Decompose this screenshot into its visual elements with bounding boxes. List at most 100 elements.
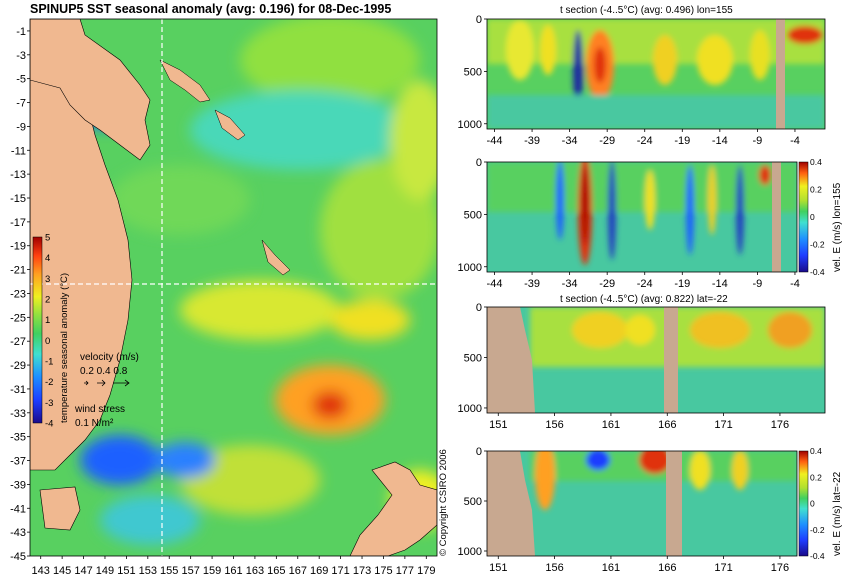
- map-x-tick-label: 169: [310, 565, 328, 577]
- panel-4-y-tick-label: 500: [464, 496, 482, 508]
- map-x-tick-label: 161: [224, 565, 242, 577]
- map-y-tick-label: -43: [10, 527, 26, 539]
- panel-2-x-tick-label: -39: [524, 278, 540, 290]
- panel-3-section: [487, 307, 825, 413]
- panel-2-colorbar-tick-label: 0: [810, 212, 815, 222]
- colorbar-main-tick-label: -3: [45, 398, 53, 409]
- panel-2-colorbar-tick-label: -0.4: [810, 267, 825, 277]
- colorbar-main-tick-label: 4: [45, 253, 50, 264]
- colorbar-panel-4: [798, 450, 809, 557]
- panel-3-title: t section (-4..5°C) (avg: 0.822) lat=-22: [560, 294, 728, 305]
- map-y-tick-label: -5: [16, 74, 26, 86]
- panel-2-colorbar-tick-label: -0.2: [810, 240, 825, 250]
- panel-1-x-tick-label: -4: [790, 135, 800, 147]
- map-y-tick-label: -17: [10, 217, 26, 229]
- map-y-tick-label: -7: [16, 98, 26, 110]
- main-title: SPINUP5 SST seasonal anomaly (avg: 0.196…: [30, 2, 392, 16]
- panel-2-colorbar-tick-label: 0.2: [810, 185, 822, 195]
- panel-4-x-tick-label: 161: [602, 562, 620, 574]
- map-x-tick-label: 151: [117, 565, 135, 577]
- colorbar-main-tick-label: 0: [45, 336, 50, 347]
- map-y-tick-label: -1: [16, 26, 26, 38]
- map-y-tick-label: -33: [10, 408, 26, 420]
- panel-3-x-tick-label: 171: [714, 419, 732, 431]
- panel-2-x-tick-label: -24: [637, 278, 653, 290]
- sst-anomaly-map: [30, 19, 437, 556]
- map-y-tick-label: -9: [16, 121, 26, 133]
- map-y-tick-label: -3: [16, 50, 26, 62]
- map-x-tick-label: 173: [353, 565, 371, 577]
- colorbar-panel-2: [798, 161, 809, 273]
- axis-ticks: 143 145 147 149 151 153 155 157 159 161 163 165 167 1…: [10, 14, 825, 577]
- panel-1-x-tick-label: -19: [674, 135, 690, 147]
- colorbar-main: [32, 236, 43, 424]
- map-x-tick-label: 171: [331, 565, 349, 577]
- colorbar-main-tick-label: 5: [45, 233, 50, 244]
- map-y-tick-label: -41: [10, 503, 26, 515]
- colorbar-main-tick-label: 1: [45, 315, 50, 326]
- map-x-tick-label: 163: [246, 565, 264, 577]
- panel-2-x-tick-label: -19: [674, 278, 690, 290]
- panel-1-x-tick-label: -34: [562, 135, 578, 147]
- panel-2-x-tick-label: -14: [712, 278, 728, 290]
- panel-1-x-tick-label: -9: [753, 135, 763, 147]
- panel-2-x-tick-label: -29: [599, 278, 615, 290]
- panel-4-colorbar-tick-label: -0.4: [810, 551, 825, 561]
- map-y-tick-label: -15: [10, 193, 26, 205]
- colorbar-main-label: temperature seasonal anomaly (°C): [59, 273, 70, 423]
- panel-3-x-tick-label: 166: [658, 419, 676, 431]
- wind-legend-value: 0.1 N/m²: [75, 418, 114, 429]
- panel-4-x-tick-label: 171: [714, 562, 732, 574]
- panel-3-x-tick-label: 176: [771, 419, 789, 431]
- panel-4-colorbar-tick-label: 0: [810, 499, 815, 509]
- map-y-tick-label: -29: [10, 360, 26, 372]
- map-x-tick-label: 157: [181, 565, 199, 577]
- panel-1-section: [487, 19, 825, 129]
- velocity-legend-arrows: [84, 379, 130, 387]
- map-y-tick-label: -37: [10, 456, 26, 468]
- map-x-tick-label: 175: [374, 565, 392, 577]
- panel-2-y-tick-label: 0: [476, 157, 482, 169]
- panel-1-y-tick-label: 1000: [458, 119, 482, 131]
- panel-1-x-tick-label: -29: [599, 135, 615, 147]
- panel-2-x-tick-label: -34: [562, 278, 578, 290]
- map-x-tick-label: 179: [417, 565, 435, 577]
- panel-4-colorbar-tick-label: -0.2: [810, 525, 825, 535]
- panel-2-x-tick-label: -4: [790, 278, 800, 290]
- map-y-tick-label: -45: [10, 551, 26, 563]
- panel-1-x-tick-label: -39: [524, 135, 540, 147]
- wind-legend-label: wind stress: [74, 404, 125, 415]
- colorbar-main-tick-label: -1: [45, 357, 53, 368]
- map-y-tick-label: -13: [10, 169, 26, 181]
- map-x-tick-label: 159: [203, 565, 221, 577]
- panel-4-y-tick-label: 0: [476, 446, 482, 458]
- panel-4-x-tick-label: 176: [771, 562, 789, 574]
- colorbar-main-tick-label: 2: [45, 295, 50, 306]
- panel-3-y-tick-label: 1000: [458, 403, 482, 415]
- panel-2-x-tick-label: -9: [753, 278, 763, 290]
- map-y-tick-label: -21: [10, 265, 26, 277]
- panel-3-y-tick-label: 500: [464, 352, 482, 364]
- map-x-tick-label: 177: [396, 565, 414, 577]
- panel-2-y-tick-label: 500: [464, 209, 482, 221]
- map-x-tick-label: 153: [139, 565, 157, 577]
- colorbar-main-ticks: 5 4 3 2 1 0 -1 -2 -3 -4: [45, 233, 53, 430]
- panel-2-y-tick-label: 1000: [458, 262, 482, 274]
- map-y-tick-label: -39: [10, 479, 26, 491]
- panel-1-y-tick-label: 500: [464, 66, 482, 78]
- panel-4-colorbar-label: vel. E (m/s) lat=-22: [832, 471, 843, 556]
- panel-3-x-tick-label: 151: [489, 419, 507, 431]
- colorbar-main-tick-label: -4: [45, 419, 53, 430]
- panel-4-section: [487, 451, 797, 556]
- map-y-tick-label: -35: [10, 432, 26, 444]
- panel-1-y-tick-label: 0: [476, 14, 482, 26]
- panel-2-colorbar-label: vel. E (m/s) lon=155: [832, 182, 843, 272]
- map-x-tick-label: 149: [96, 565, 114, 577]
- map-y-tick-label: -31: [10, 384, 26, 396]
- panel-1-x-tick-label: -44: [487, 135, 503, 147]
- panel-4-x-tick-label: 156: [545, 562, 563, 574]
- panel-2-section: [487, 162, 797, 272]
- map-y-tick-label: -19: [10, 241, 26, 253]
- panel-4-y-tick-label: 1000: [458, 546, 482, 558]
